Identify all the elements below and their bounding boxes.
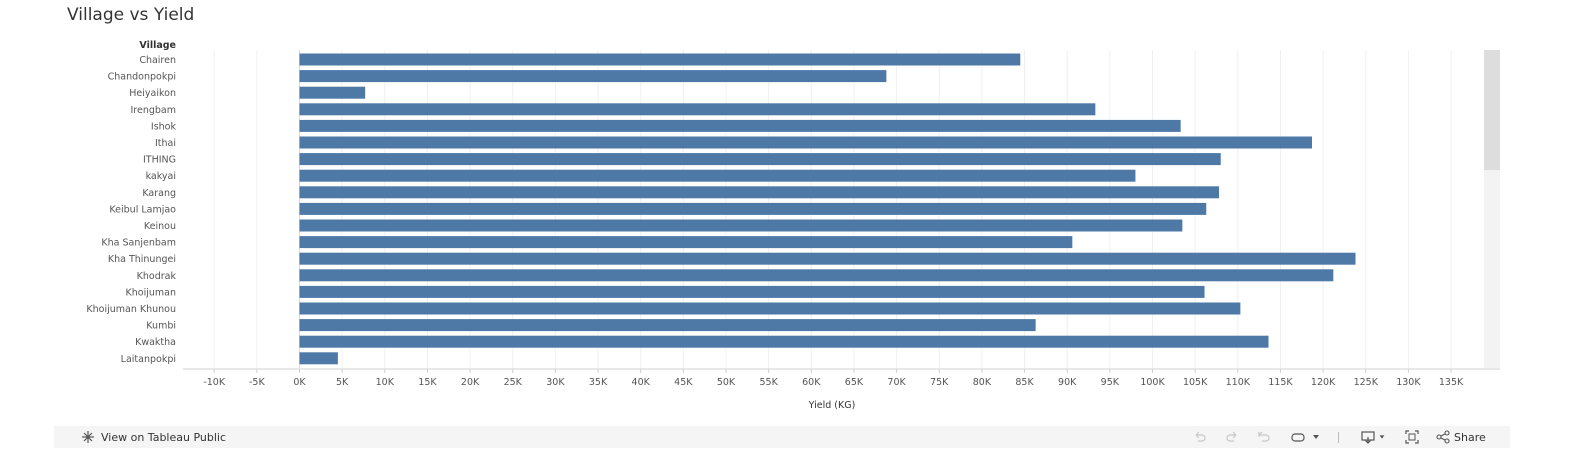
x-tick-label: 105K [1183, 377, 1208, 388]
category-label: Kha Thinungei [108, 254, 176, 265]
x-tick-label: 40K [632, 377, 651, 388]
category-label: Keibul Lamjao [109, 204, 176, 215]
redo-icon [1224, 429, 1240, 445]
x-tick-label: 75K [930, 377, 949, 388]
bar[interactable] [299, 319, 1036, 332]
x-tick-label: 80K [973, 377, 992, 388]
undo-button[interactable] [1192, 426, 1208, 448]
category-label: Laitanpokpi [121, 354, 176, 365]
category-label: Keinou [144, 221, 176, 232]
x-tick-label: 30K [546, 377, 565, 388]
x-tick-label: 110K [1226, 377, 1251, 388]
bars [299, 53, 1356, 365]
x-tick-label: 95K [1101, 377, 1120, 388]
category-label: Karang [142, 188, 176, 199]
bar[interactable] [299, 119, 1181, 132]
bar[interactable] [299, 53, 1021, 66]
x-tick-label: 115K [1268, 377, 1293, 388]
x-tick-label: 60K [802, 377, 821, 388]
revert-icon [1256, 429, 1272, 445]
category-label: Khoijuman [126, 287, 176, 298]
x-tick-label: 135K [1439, 377, 1464, 388]
bar[interactable] [299, 236, 1073, 249]
category-label: Khodrak [137, 271, 177, 282]
bar[interactable] [299, 103, 1096, 116]
x-tick-label: 120K [1311, 377, 1336, 388]
revert-button[interactable] [1256, 426, 1272, 448]
bar[interactable] [299, 269, 1334, 282]
redo-button[interactable] [1224, 426, 1240, 448]
category-label: Ithai [155, 138, 176, 149]
x-tick-label: 15K [418, 377, 437, 388]
x-tick-label: 100K [1140, 377, 1165, 388]
x-tick-label: 55K [759, 377, 778, 388]
fullscreen-button[interactable] [1404, 426, 1420, 448]
bar[interactable] [299, 302, 1241, 315]
category-label: ITHING [143, 155, 176, 166]
bar[interactable] [299, 219, 1183, 232]
bar[interactable] [299, 202, 1207, 215]
share-label: Share [1454, 430, 1486, 444]
x-tick-label: 50K [717, 377, 736, 388]
x-tick-label: 25K [504, 377, 523, 388]
bar[interactable] [299, 335, 1269, 348]
category-label: Ishok [151, 121, 177, 132]
refresh-button[interactable] [1290, 426, 1306, 448]
bar[interactable] [299, 70, 887, 83]
share-button[interactable]: Share [1436, 426, 1486, 448]
share-icon [1436, 430, 1450, 444]
bar[interactable] [299, 153, 1221, 166]
bar[interactable] [299, 252, 1356, 265]
bar-chart: Chairen Chandonpokpi Heiyaikon Irengbam Isho… [86, 40, 1500, 411]
category-label: Chairen [139, 55, 176, 66]
x-tick-label: 130K [1396, 377, 1421, 388]
category-labels: Chairen Chandonpokpi Heiyaikon Irengbam Isho… [86, 55, 176, 365]
x-tick-label: 125K [1354, 377, 1379, 388]
category-label: Heiyaikon [129, 88, 176, 99]
x-tick-label: 35K [589, 377, 608, 388]
chevron-down-icon [1311, 432, 1321, 442]
x-tick-label: 5K [336, 377, 349, 388]
bar[interactable] [299, 86, 366, 99]
view-on-tableau-public-link[interactable]: View on Tableau Public [80, 426, 226, 448]
tableau-toolbar: View on Tableau Public [54, 426, 1510, 448]
x-tick-label: 70K [887, 377, 906, 388]
category-label: Khoijuman Khunou [86, 304, 176, 315]
vertical-scrollbar-thumb[interactable] [1484, 50, 1500, 170]
pause-dropdown-button[interactable] [1311, 426, 1321, 448]
x-tick-label: 90K [1058, 377, 1077, 388]
x-axis-title: Yield (KG) [808, 400, 856, 411]
category-label: Kwaktha [135, 337, 176, 348]
category-header: Village [139, 40, 176, 51]
x-axis-ticks: -10K -5K 0K 5K 10K 15K 20K 25K 30K 35K 40K 45K 50K 55… [203, 369, 1464, 388]
bar[interactable] [299, 352, 338, 365]
x-tick-label: 0K [293, 377, 306, 388]
category-label: Kumbi [146, 321, 176, 332]
category-label: kakyai [146, 171, 176, 182]
fullscreen-icon [1404, 429, 1420, 445]
refresh-icon [1290, 429, 1306, 445]
bar[interactable] [299, 136, 1313, 149]
category-label: Chandonpokpi [108, 72, 176, 83]
bar[interactable] [299, 186, 1220, 199]
download-chevron-down-icon [1378, 433, 1386, 441]
x-tick-label: 85K [1015, 377, 1034, 388]
category-label: Kha Sanjenbam [101, 238, 176, 249]
bar[interactable] [299, 285, 1205, 298]
x-tick-label: -10K [203, 377, 226, 388]
download-button[interactable] [1360, 426, 1386, 448]
x-tick-label: 65K [845, 377, 864, 388]
x-tick-label: 20K [461, 377, 480, 388]
undo-icon [1192, 429, 1208, 445]
tableau-logo-icon [80, 429, 96, 445]
category-label: Irengbam [130, 105, 176, 116]
toolbar-divider [1338, 432, 1339, 443]
download-icon [1360, 429, 1376, 445]
chart-title: Village vs Yield [67, 5, 195, 25]
x-tick-label: -5K [249, 377, 265, 388]
x-tick-label: 45K [674, 377, 693, 388]
view-on-tableau-public-label: View on Tableau Public [101, 430, 227, 444]
bar[interactable] [299, 169, 1136, 182]
x-tick-label: 10K [376, 377, 395, 388]
